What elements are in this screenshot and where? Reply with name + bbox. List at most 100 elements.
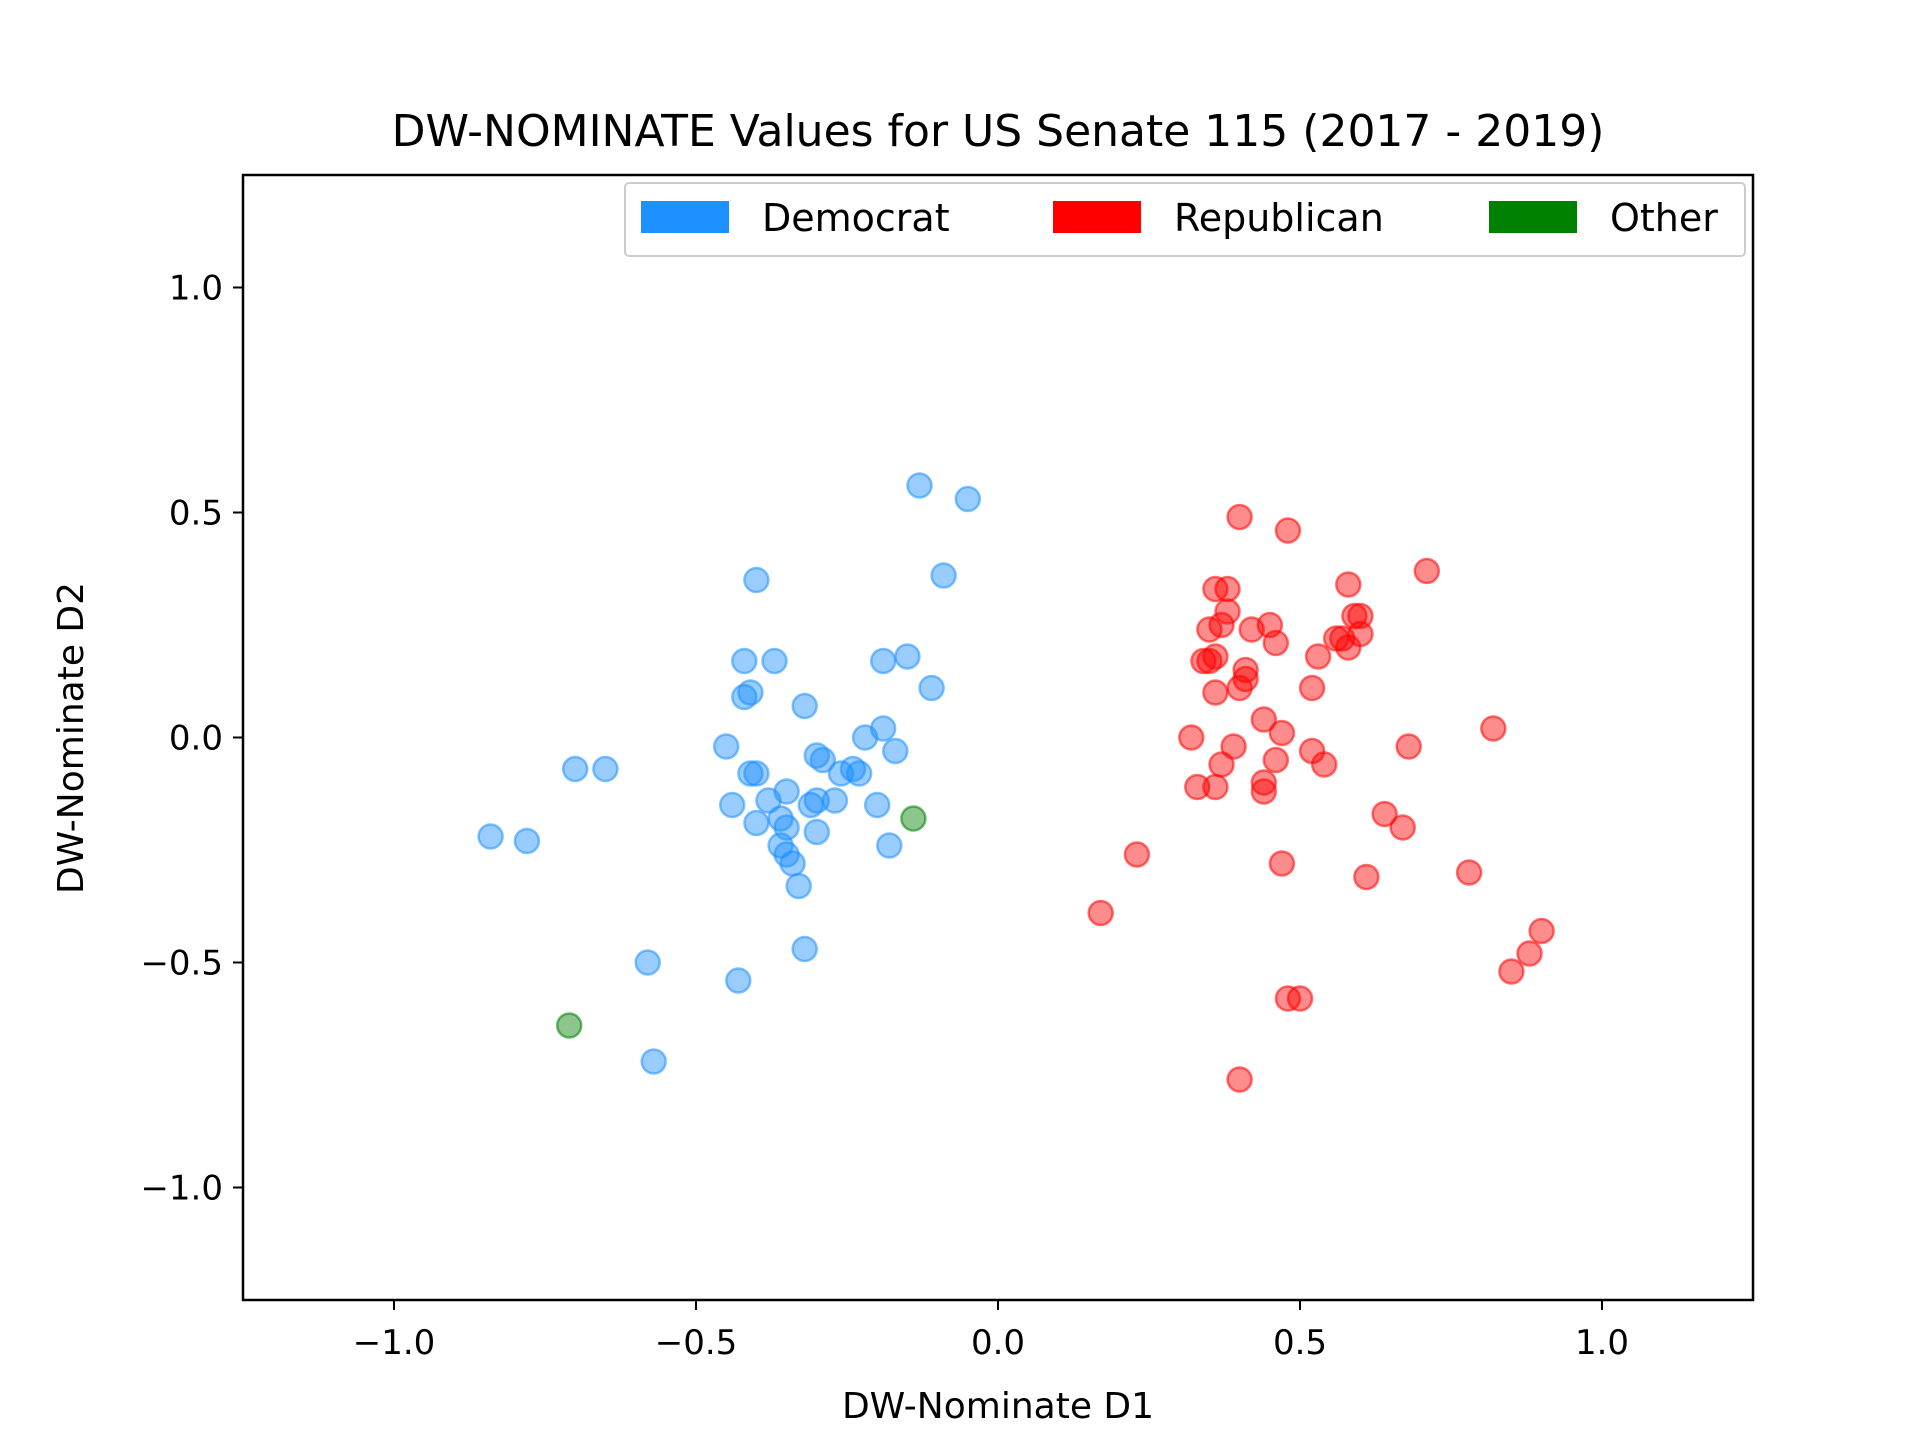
point-democrat-41 [882,737,909,765]
y-tick-label-1: 0.5 [169,494,223,534]
point-democrat-25 [791,935,818,963]
point-republican-8 [1202,679,1229,706]
point-democrat-26 [791,692,818,720]
y-tick-label-0: 1.0 [169,269,223,309]
point-democrat-6 [712,733,740,760]
point-republican-33 [1298,674,1326,702]
point-republican-48 [1413,557,1441,585]
point-democrat-24 [785,872,812,900]
legend-label-other: Other [1610,196,1718,240]
point-other-1 [900,805,927,832]
point-republican-12 [1202,773,1229,801]
x-axis-label: DW-Nominate D1 [842,1386,1154,1427]
point-democrat-14 [743,809,770,837]
legend-frame [624,182,1746,257]
x-tick-label-1: −0.5 [655,1323,738,1363]
y-tick-label-3: −0.5 [140,944,223,984]
ticks-layer: −1.0 −0.5 0.0 0.5 1.0 1.0 0.5 0.0 −0.5 −1.0 [140,269,1629,1364]
point-democrat-15 [743,566,770,594]
point-democrat-35 [845,760,873,787]
point-republican-20 [1232,665,1259,693]
point-democrat-2 [561,755,589,783]
point-republican-10 [1208,611,1235,639]
point-democrat-39 [869,715,897,742]
point-democrat-9 [731,647,758,675]
point-republican-52 [1516,940,1543,967]
legend-label-democrat: Democrat [762,196,950,240]
point-republican-50 [1480,715,1507,742]
point-republican-46 [1389,814,1416,841]
x-tick-label-4: 1.0 [1575,1323,1629,1363]
point-democrat-5 [640,1048,667,1075]
point-democrat-42 [894,643,921,670]
point-republican-1 [1123,841,1151,868]
point-republican-7 [1202,643,1229,670]
legend-swatch-republican [1053,201,1141,233]
point-democrat-8 [725,967,752,994]
point-democrat-37 [863,791,891,819]
point-democrat-22 [773,778,800,805]
legend-swatch-other [1489,201,1577,233]
point-republican-47 [1395,733,1422,760]
point-republican-35 [1304,643,1332,670]
point-democrat-29 [803,818,831,846]
y-tick-label-4: −1.0 [140,1169,223,1209]
point-republican-36 [1310,751,1338,778]
point-republican-19 [1232,656,1259,684]
point-republican-49 [1455,859,1483,886]
point-republican-44 [1353,863,1380,891]
legend-label-republican: Republican [1174,196,1384,240]
point-republican-45 [1371,800,1398,828]
point-republican-28 [1268,719,1296,747]
x-tick-label-3: 0.5 [1273,1323,1327,1363]
point-republican-51 [1498,958,1525,985]
point-republican-14 [1214,575,1241,603]
point-democrat-28 [803,787,831,814]
point-democrat-1 [513,827,541,855]
point-republican-0 [1087,899,1114,927]
point-republican-26 [1262,629,1290,657]
point-democrat-12 [737,760,764,787]
point-democrat-7 [718,791,746,819]
point-republican-29 [1268,850,1296,877]
point-republican-22 [1250,769,1278,796]
legend-swatch-democrat [641,201,729,233]
point-republican-30 [1274,517,1302,544]
point-republican-43 [1347,602,1374,630]
y-tick-label-2: 0.0 [169,719,223,759]
point-democrat-23 [779,850,806,877]
point-republican-27 [1262,746,1290,774]
point-republican-13 [1214,598,1241,625]
x-tick-label-0: −1.0 [353,1323,436,1363]
points-layer [477,472,1555,1093]
point-democrat-44 [918,674,945,702]
point-democrat-20 [773,814,800,841]
legend: Democrat Republican Other [624,182,1746,257]
point-republican-42 [1347,620,1374,648]
point-republican-3 [1184,773,1211,801]
point-democrat-46 [954,485,982,513]
point-democrat-3 [592,755,619,783]
y-axis-label: DW-Nominate D2 [51,582,92,894]
point-democrat-0 [477,823,504,850]
x-tick-label-2: 0.0 [971,1323,1025,1363]
point-republican-39 [1335,571,1362,598]
point-other-0 [555,1012,583,1039]
point-democrat-13 [743,760,770,787]
point-republican-53 [1528,917,1555,945]
point-republican-24 [1250,706,1278,733]
point-democrat-38 [869,647,897,675]
point-democrat-31 [809,746,837,774]
point-democrat-32 [821,787,849,814]
point-republican-18 [1226,1066,1253,1093]
point-democrat-40 [876,832,903,859]
point-republican-15 [1220,733,1247,760]
point-republican-32 [1286,985,1314,1012]
point-republican-23 [1250,778,1278,805]
point-democrat-43 [906,472,933,499]
point-democrat-45 [930,562,957,589]
point-republican-2 [1178,724,1205,751]
chart-title: DW-NOMINATE Values for US Senate 115 (20… [392,106,1605,157]
point-democrat-4 [634,949,661,976]
